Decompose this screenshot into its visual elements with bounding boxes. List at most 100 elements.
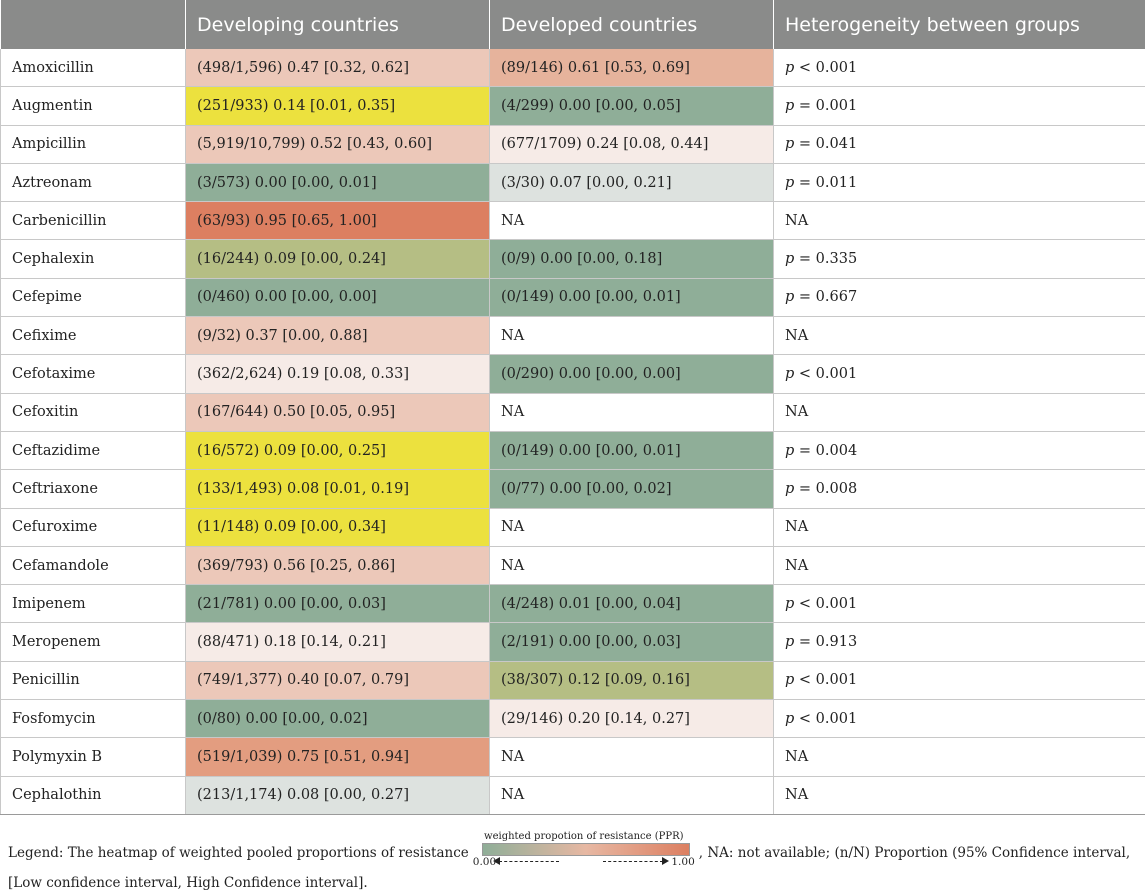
table-row: Cefamandole(369/793) 0.56 [0.25, 0.86]NA…	[1, 546, 1145, 584]
p-value: NA	[785, 519, 808, 535]
developing-cell: (21/781) 0.00 [0.00, 0.03]	[186, 585, 490, 623]
drug-cell: Augmentin	[1, 87, 186, 125]
developed-cell: (4/248) 0.01 [0.00, 0.04]	[490, 585, 774, 623]
developed-cell: (4/299) 0.00 [0.00, 0.05]	[490, 87, 774, 125]
developing-cell: (362/2,624) 0.19 [0.08, 0.33]	[186, 355, 490, 393]
color-scale-high: 1.00	[671, 856, 694, 868]
table-row: Cefotaxime(362/2,624) 0.19 [0.08, 0.33](…	[1, 355, 1145, 393]
drug-cell: Meropenem	[1, 623, 186, 661]
developing-cell: (133/1,493) 0.08 [0.01, 0.19]	[186, 470, 490, 508]
table-row: Meropenem(88/471) 0.18 [0.14, 0.21](2/19…	[1, 623, 1145, 661]
developing-cell: (88/471) 0.18 [0.14, 0.21]	[186, 623, 490, 661]
p-symbol: p	[785, 634, 794, 650]
developing-cell: (11/148) 0.09 [0.00, 0.34]	[186, 508, 490, 546]
drug-cell: Ampicillin	[1, 125, 186, 163]
developed-cell: NA	[490, 317, 774, 355]
table-body: Amoxicillin(498/1,596) 0.47 [0.32, 0.62]…	[1, 49, 1145, 814]
heterogeneity-cell: p = 0.004	[774, 431, 1145, 469]
developed-cell: NA	[490, 776, 774, 814]
developed-cell: NA	[490, 508, 774, 546]
p-value: NA	[785, 749, 808, 765]
developed-cell: (38/307) 0.12 [0.09, 0.16]	[490, 661, 774, 699]
table-row: Ampicillin(5,919/10,799) 0.52 [0.43, 0.6…	[1, 125, 1145, 163]
p-symbol: p	[785, 596, 794, 612]
p-value: < 0.001	[794, 60, 857, 76]
p-symbol: p	[785, 251, 794, 267]
p-symbol: p	[785, 98, 794, 114]
p-value: = 0.667	[794, 289, 857, 305]
table-row: Ceftriaxone(133/1,493) 0.08 [0.01, 0.19]…	[1, 470, 1145, 508]
heterogeneity-cell: p = 0.008	[774, 470, 1145, 508]
table-row: Ceftazidime(16/572) 0.09 [0.00, 0.25](0/…	[1, 431, 1145, 469]
color-scale-gradient	[482, 843, 690, 856]
p-symbol: p	[785, 60, 794, 76]
drug-cell: Polymyxin B	[1, 738, 186, 776]
developed-cell: (0/149) 0.00 [0.00, 0.01]	[490, 431, 774, 469]
p-value: = 0.041	[794, 136, 857, 152]
table-row: Amoxicillin(498/1,596) 0.47 [0.32, 0.62]…	[1, 49, 1145, 87]
developing-cell: (16/572) 0.09 [0.00, 0.25]	[186, 431, 490, 469]
p-value: = 0.004	[794, 443, 857, 459]
legend: Legend: The heatmap of weighted pooled p…	[8, 833, 1136, 893]
p-value: NA	[785, 328, 808, 344]
p-symbol: p	[785, 672, 794, 688]
drug-cell: Cefuroxime	[1, 508, 186, 546]
developed-cell: (2/191) 0.00 [0.00, 0.03]	[490, 623, 774, 661]
table-row: Penicillin(749/1,377) 0.40 [0.07, 0.79](…	[1, 661, 1145, 699]
p-value: NA	[785, 787, 808, 803]
heterogeneity-cell: p < 0.001	[774, 355, 1145, 393]
p-symbol: p	[785, 289, 794, 305]
p-value: < 0.001	[794, 596, 857, 612]
heterogeneity-cell: p < 0.001	[774, 49, 1145, 87]
header-heterogeneity: Heterogeneity between groups	[774, 0, 1145, 49]
developing-cell: (0/460) 0.00 [0.00, 0.00]	[186, 278, 490, 316]
developing-cell: (5,919/10,799) 0.52 [0.43, 0.60]	[186, 125, 490, 163]
p-value: = 0.335	[794, 251, 857, 267]
p-value: < 0.001	[794, 366, 857, 382]
table-row: Augmentin(251/933) 0.14 [0.01, 0.35](4/2…	[1, 87, 1145, 125]
p-symbol: p	[785, 366, 794, 382]
table-row: Aztreonam(3/573) 0.00 [0.00, 0.01](3/30)…	[1, 163, 1145, 201]
p-value: < 0.001	[794, 711, 857, 727]
heterogeneity-cell: p = 0.011	[774, 163, 1145, 201]
p-value: < 0.001	[794, 672, 857, 688]
heterogeneity-cell: p < 0.001	[774, 585, 1145, 623]
drug-cell: Penicillin	[1, 661, 186, 699]
developed-cell: (0/290) 0.00 [0.00, 0.00]	[490, 355, 774, 393]
drug-cell: Ceftazidime	[1, 431, 186, 469]
p-value: = 0.011	[794, 175, 857, 191]
heterogeneity-cell: p = 0.041	[774, 125, 1145, 163]
drug-cell: Carbenicillin	[1, 202, 186, 240]
table-row: Carbenicillin(63/93) 0.95 [0.65, 1.00]NA…	[1, 202, 1145, 240]
developed-cell: NA	[490, 393, 774, 431]
table-row: Cefepime(0/460) 0.00 [0.00, 0.00](0/149)…	[1, 278, 1145, 316]
developed-cell: (0/77) 0.00 [0.00, 0.02]	[490, 470, 774, 508]
legend-prefix: Legend: The heatmap of weighted pooled p…	[8, 845, 469, 861]
developing-cell: (519/1,039) 0.75 [0.51, 0.94]	[186, 738, 490, 776]
drug-cell: Cefepime	[1, 278, 186, 316]
header-drug	[1, 0, 186, 49]
table-row: Cephalothin(213/1,174) 0.08 [0.00, 0.27]…	[1, 776, 1145, 814]
heterogeneity-cell: p < 0.001	[774, 661, 1145, 699]
color-scale-low: 0.00	[473, 856, 496, 868]
developed-cell: NA	[490, 546, 774, 584]
heterogeneity-cell: p = 0.335	[774, 240, 1145, 278]
table-row: Fosfomycin(0/80) 0.00 [0.00, 0.02](29/14…	[1, 700, 1145, 738]
p-value: NA	[785, 404, 808, 420]
drug-cell: Cefamandole	[1, 546, 186, 584]
developed-cell: (0/149) 0.00 [0.00, 0.01]	[490, 278, 774, 316]
developing-cell: (251/933) 0.14 [0.01, 0.35]	[186, 87, 490, 125]
developing-cell: (369/793) 0.56 [0.25, 0.86]	[186, 546, 490, 584]
table-header-row: Developing countries Developed countries…	[1, 0, 1145, 49]
drug-cell: Cefotaxime	[1, 355, 186, 393]
p-symbol: p	[785, 481, 794, 497]
heterogeneity-cell: p = 0.001	[774, 87, 1145, 125]
heterogeneity-cell: NA	[774, 776, 1145, 814]
table-row: Cephalexin(16/244) 0.09 [0.00, 0.24](0/9…	[1, 240, 1145, 278]
p-value: = 0.001	[794, 98, 857, 114]
developed-cell: (677/1709) 0.24 [0.08, 0.44]	[490, 125, 774, 163]
developing-cell: (749/1,377) 0.40 [0.07, 0.79]	[186, 661, 490, 699]
